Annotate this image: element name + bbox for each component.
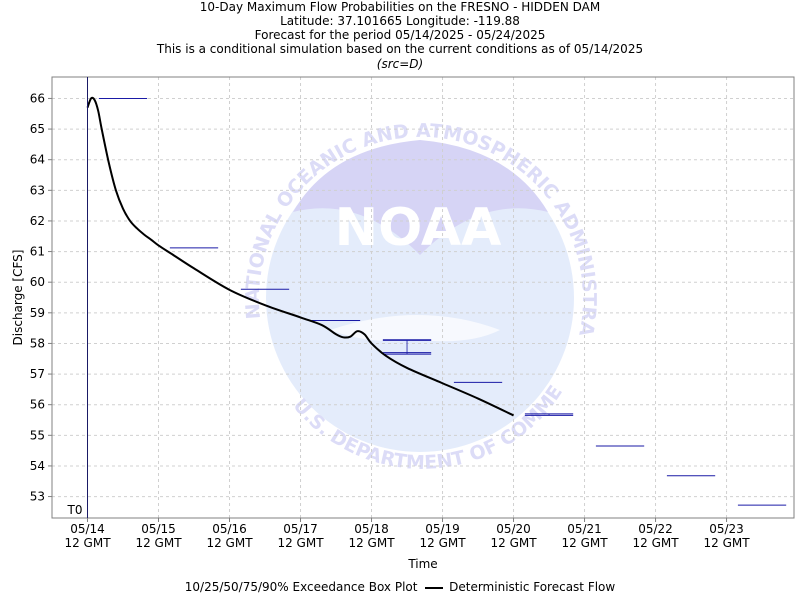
chart-period: Forecast for the period 05/14/2025 - 05/… — [254, 28, 546, 42]
box-plot-6.5 — [524, 413, 574, 416]
y-tick-label: 57 — [30, 367, 45, 381]
y-tick-label: 53 — [30, 490, 45, 504]
x-tick-time: 12 GMT — [135, 536, 182, 550]
y-tick-label: 61 — [30, 245, 45, 259]
forecast-flow-line — [86, 96, 514, 417]
y-tick-label: 56 — [30, 398, 45, 412]
x-tick-date: 05/14 — [70, 522, 105, 536]
y-tick-label: 65 — [30, 122, 45, 136]
legend-flow-label: Deterministic Forecast Flow — [449, 580, 616, 594]
legend-line-swatch — [425, 586, 444, 589]
y-tick-label: 59 — [30, 306, 45, 320]
plot-frame — [51, 76, 795, 519]
x-tick-time: 12 GMT — [561, 536, 608, 550]
x-tick-date: 05/17 — [283, 522, 318, 536]
y-tick-label: 64 — [30, 153, 45, 167]
x-tick-time: 12 GMT — [206, 536, 253, 550]
legend: 10/25/50/75/90% Exceedance Box Plot Dete… — [0, 580, 800, 594]
chart-location: Latitude: 37.101665 Longitude: -119.88 — [280, 14, 520, 28]
grid-lines — [52, 77, 794, 518]
x-tick-time: 12 GMT — [704, 536, 751, 550]
x-tick-time: 12 GMT — [277, 536, 324, 550]
x-tick-time: 12 GMT — [348, 536, 395, 550]
x-tick-time: 12 GMT — [419, 536, 466, 550]
forecast-series — [86, 96, 514, 417]
chart-title: 10-Day Maximum Flow Probabilities on the… — [199, 0, 601, 14]
y-tick-label: 66 — [30, 91, 45, 105]
exceedance-box-plots — [98, 97, 787, 506]
y-tick-label: 54 — [30, 459, 45, 473]
watermark-logo-text: NOAA — [335, 198, 502, 258]
x-tick-date: 05/16 — [212, 522, 247, 536]
x-tick-date: 05/15 — [141, 522, 176, 536]
x-tick-time: 12 GMT — [64, 536, 111, 550]
y-tick-label: 55 — [30, 428, 45, 442]
x-tick-time: 12 GMT — [490, 536, 537, 550]
chart-conditions: This is a conditional simulation based o… — [156, 42, 644, 56]
legend-box-plot-label: 10/25/50/75/90% Exceedance Box Plot — [184, 580, 418, 594]
watermark-bird — [293, 140, 548, 255]
y-tick-label: 63 — [30, 183, 45, 197]
y-tick-label: 58 — [30, 336, 45, 350]
y-tick-label: 62 — [30, 214, 45, 228]
y-tick-label: 60 — [30, 275, 45, 289]
x-tick-time: 12 GMT — [633, 536, 680, 550]
x-tick-date: 05/19 — [425, 522, 460, 536]
watermark-wave — [330, 315, 500, 342]
t0-label: T0 — [67, 503, 83, 517]
y-axis-label: Discharge [CFS] — [11, 250, 25, 346]
x-tick-date: 05/21 — [567, 522, 602, 536]
box-plot-4.5 — [382, 339, 432, 355]
x-axis-label: Time — [407, 557, 437, 571]
x-tick-date: 05/20 — [496, 522, 531, 536]
x-tick-date: 05/23 — [709, 522, 744, 536]
x-tick-date: 05/22 — [638, 522, 673, 536]
chart-source: (src=D) — [376, 57, 424, 71]
x-tick-date: 05/18 — [354, 522, 389, 536]
